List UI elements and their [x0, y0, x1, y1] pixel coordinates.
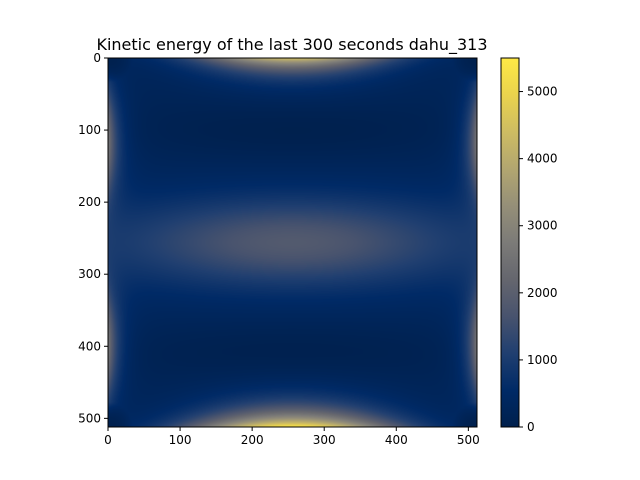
colorbar-tick-label: 1000: [527, 353, 558, 367]
y-tick-label: 300: [78, 267, 101, 281]
x-tick-label: 100: [169, 433, 192, 447]
heatmap-image: [108, 58, 477, 427]
chart-title: Kinetic energy of the last 300 seconds d…: [96, 35, 487, 55]
y-tick-label: 0: [93, 51, 101, 65]
x-tick-label: 400: [385, 433, 408, 447]
x-tick-label: 200: [241, 433, 264, 447]
colorbar: [500, 57, 520, 428]
x-tick-label: 300: [313, 433, 336, 447]
colorbar-tick-label: 4000: [527, 152, 558, 166]
y-tick-label: 200: [78, 195, 101, 209]
x-tick-label: 500: [457, 433, 480, 447]
heatmap-plot-area: [108, 58, 477, 427]
colorbar-tick-label: 5000: [527, 85, 558, 99]
colorbar-tick-label: 3000: [527, 219, 558, 233]
x-axis: 0 100 200 300 400 500: [104, 427, 480, 447]
y-tick-label: 500: [78, 411, 101, 425]
y-tick-label: 100: [78, 123, 101, 137]
colorbar-axis: 0 1000 2000 3000 4000 5000: [519, 85, 558, 434]
plot-frame: [107, 57, 478, 428]
x-tick-label: 0: [104, 433, 112, 447]
y-axis: 0 100 200 300 400 500: [78, 51, 108, 425]
colorbar-tick-label: 2000: [527, 286, 558, 300]
colorbar-tick-label: 0: [527, 420, 535, 434]
y-tick-label: 400: [78, 339, 101, 353]
